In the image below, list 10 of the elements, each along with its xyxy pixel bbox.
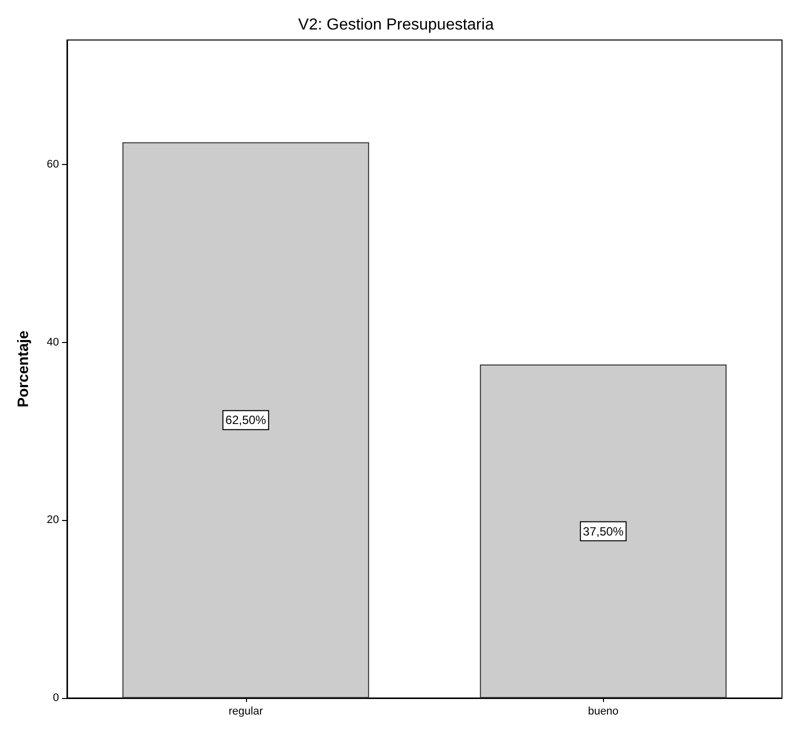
y-tick-label: 60 (46, 158, 59, 170)
y-tick-label: 0 (52, 692, 59, 704)
y-tick-label: 40 (46, 336, 59, 348)
y-axis-title: Porcentaje (15, 330, 32, 408)
y-tick-label: 20 (46, 514, 59, 526)
chart-title: V2: Gestion Presupuestaria (298, 16, 494, 34)
data-label: 62,50% (225, 413, 266, 428)
x-tick-label: regular (228, 706, 264, 718)
data-label: 37,50% (582, 524, 624, 538)
x-tick-label: bueno (588, 706, 619, 718)
